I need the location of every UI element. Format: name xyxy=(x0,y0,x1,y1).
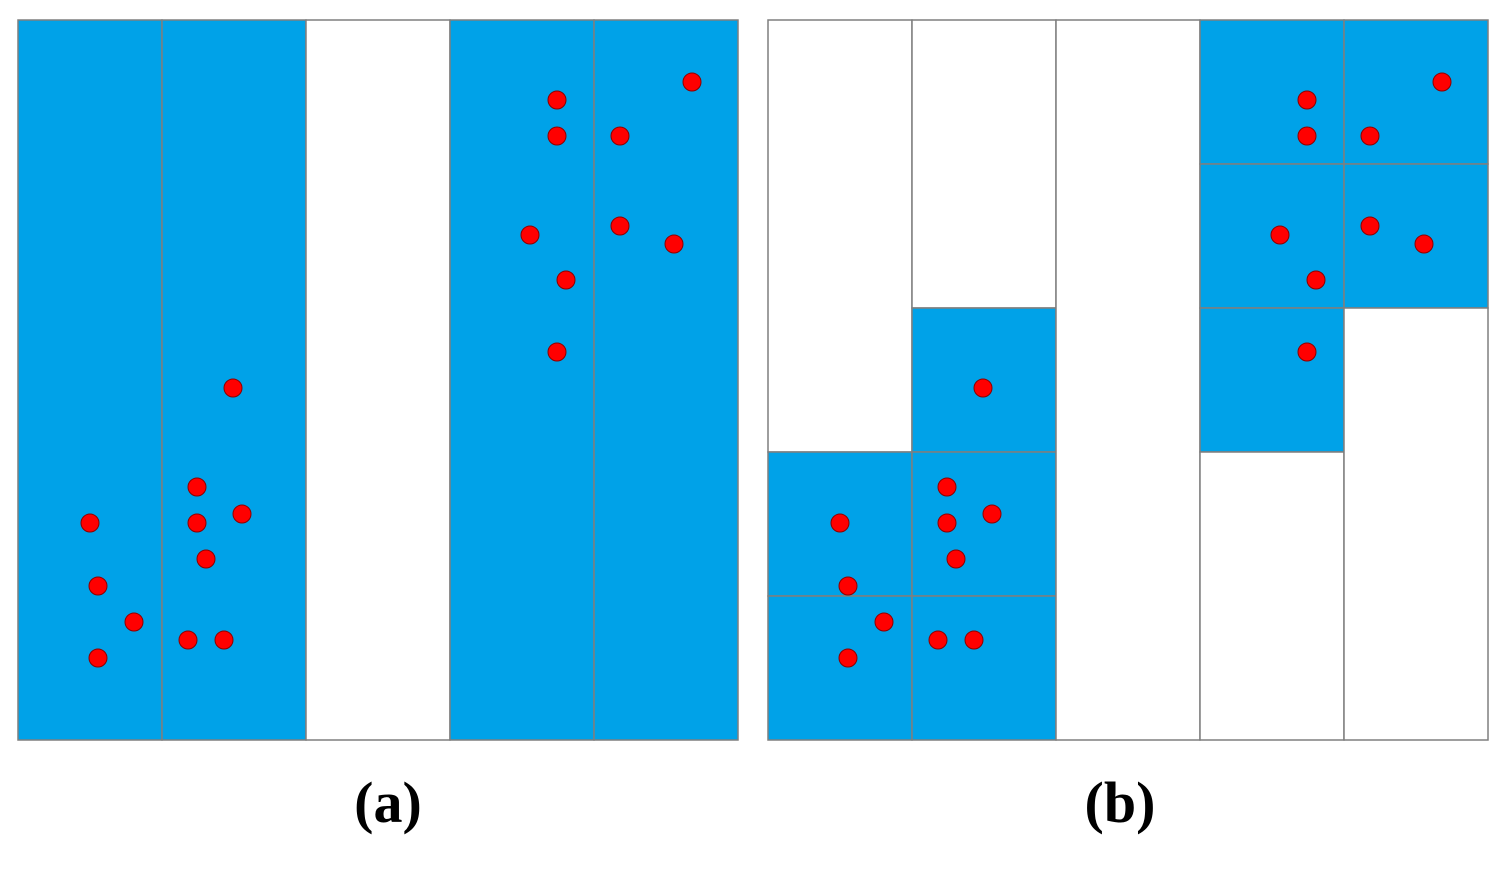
cell xyxy=(1199,307,1345,453)
point xyxy=(1297,342,1317,362)
point xyxy=(937,477,957,497)
point xyxy=(80,513,100,533)
point xyxy=(982,504,1002,524)
cell xyxy=(1199,451,1345,741)
point xyxy=(838,648,858,668)
strip xyxy=(305,19,451,741)
strip xyxy=(17,19,163,741)
panel-a xyxy=(17,19,739,741)
point xyxy=(124,612,144,632)
point xyxy=(946,549,966,569)
point xyxy=(556,270,576,290)
point xyxy=(682,72,702,92)
cell xyxy=(911,19,1057,309)
point xyxy=(964,630,984,650)
strip xyxy=(449,19,595,741)
cell xyxy=(1343,307,1489,741)
cell xyxy=(1343,163,1489,309)
point xyxy=(1297,90,1317,110)
cell xyxy=(1199,19,1345,165)
point xyxy=(196,549,216,569)
panel-b xyxy=(767,19,1489,741)
point xyxy=(664,234,684,254)
point xyxy=(187,513,207,533)
point xyxy=(187,477,207,497)
point xyxy=(838,576,858,596)
point xyxy=(874,612,894,632)
point xyxy=(178,630,198,650)
point xyxy=(1414,234,1434,254)
point xyxy=(520,225,540,245)
point xyxy=(1297,126,1317,146)
point xyxy=(610,216,630,236)
point xyxy=(547,342,567,362)
point xyxy=(1306,270,1326,290)
point xyxy=(547,90,567,110)
point xyxy=(232,504,252,524)
point xyxy=(547,126,567,146)
point xyxy=(973,378,993,398)
point xyxy=(1360,126,1380,146)
point xyxy=(1432,72,1452,92)
panel-label: (a) xyxy=(354,770,422,835)
point xyxy=(830,513,850,533)
point xyxy=(937,513,957,533)
panel-label: (b) xyxy=(1085,770,1156,835)
point xyxy=(1270,225,1290,245)
point xyxy=(214,630,234,650)
point xyxy=(610,126,630,146)
point xyxy=(88,576,108,596)
cell xyxy=(911,451,1057,597)
point xyxy=(1360,216,1380,236)
point xyxy=(88,648,108,668)
point xyxy=(223,378,243,398)
cell xyxy=(911,595,1057,741)
cell xyxy=(1055,19,1201,741)
cell xyxy=(767,19,913,453)
point xyxy=(928,630,948,650)
